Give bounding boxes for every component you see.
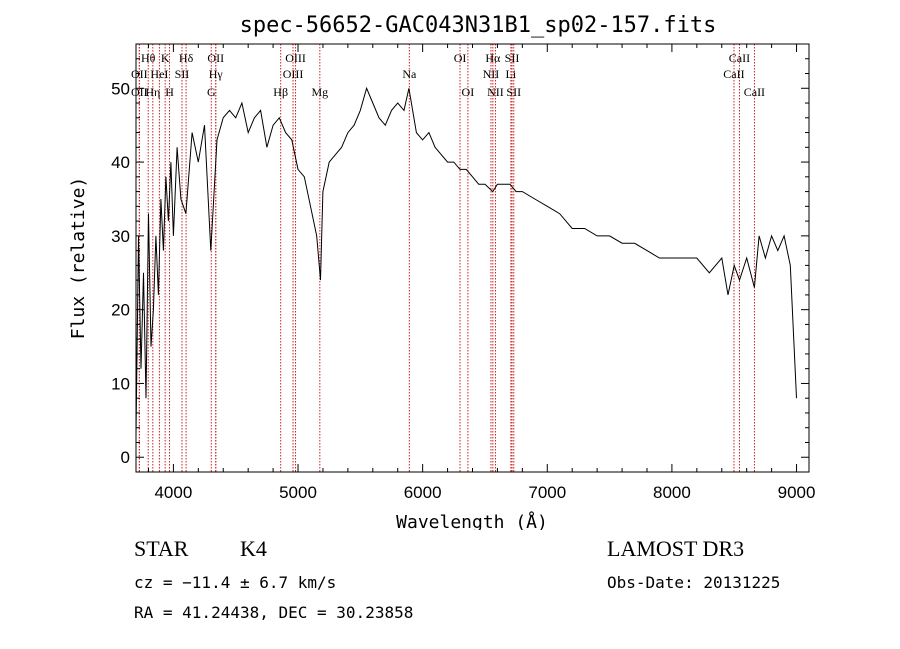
- y-axis-ticks: 0 10 20 30 40 50: [111, 58, 809, 467]
- x-tick-label: 7000: [528, 483, 566, 502]
- y-tick-label: 0: [121, 448, 130, 467]
- line-label: OIII: [285, 51, 306, 65]
- spectrum-chart: spec-56652-GAC043N31B1_sp02-157.fits Hθ K…: [68, 13, 816, 530]
- y-tick-label: 40: [111, 153, 130, 172]
- line-label: Hγ: [209, 67, 224, 81]
- line-label: Li: [506, 67, 517, 81]
- line-label: HeI: [150, 67, 168, 81]
- observation-date: Obs-Date: 20131225: [607, 573, 781, 592]
- line-label: CaII: [744, 85, 765, 99]
- plot-frame: [135, 43, 810, 473]
- line-label: OI: [462, 85, 475, 99]
- line-label: Na: [402, 67, 417, 81]
- y-tick-label: 10: [111, 374, 130, 393]
- line-label: CaII: [729, 51, 750, 65]
- line-label: H: [165, 85, 174, 99]
- line-label: Hη: [145, 85, 160, 99]
- line-label: OII: [207, 51, 224, 65]
- line-label: Hθ: [141, 51, 156, 65]
- line-label: Hβ: [273, 85, 288, 99]
- ra-dec-coordinates: RA = 41.24438, DEC = 30.23858: [134, 603, 414, 622]
- x-tick-label: 6000: [404, 483, 442, 502]
- redshift-velocity: cz = −11.4 ± 6.7 km/s: [134, 573, 337, 592]
- line-label: SII: [506, 85, 521, 99]
- line-label: NII: [487, 85, 504, 99]
- x-tick-label: 4000: [154, 483, 192, 502]
- survey-name: LAMOST DR3: [607, 536, 745, 561]
- object-subclass: K4: [240, 536, 267, 561]
- y-tick-label: 20: [111, 301, 130, 320]
- x-tick-label: 5000: [279, 483, 317, 502]
- line-label: OI: [454, 51, 467, 65]
- y-tick-label: 30: [111, 227, 130, 246]
- line-label: K: [161, 51, 170, 65]
- line-label: Hδ: [179, 51, 194, 65]
- line-label: SII: [175, 67, 190, 81]
- x-axis-ticks: 4000 5000 6000 7000 8000 9000: [147, 44, 816, 502]
- line-label: CaII: [723, 67, 744, 81]
- line-label: Mg: [311, 85, 328, 99]
- y-tick-label: 50: [111, 79, 130, 98]
- x-tick-label: 8000: [653, 483, 691, 502]
- line-label: NII: [483, 67, 500, 81]
- line-label: OIII: [283, 67, 304, 81]
- y-axis-label: Flux (relative): [68, 177, 89, 340]
- spectrum-line: [135, 86, 797, 436]
- line-label: SII: [505, 51, 520, 65]
- object-class: STAR: [134, 536, 189, 561]
- x-axis-label: Wavelength (Å): [396, 511, 548, 530]
- line-label: Hα: [485, 51, 501, 65]
- x-tick-label: 9000: [778, 483, 816, 502]
- chart-title: spec-56652-GAC043N31B1_sp02-157.fits: [240, 13, 717, 38]
- line-label: G: [207, 85, 216, 99]
